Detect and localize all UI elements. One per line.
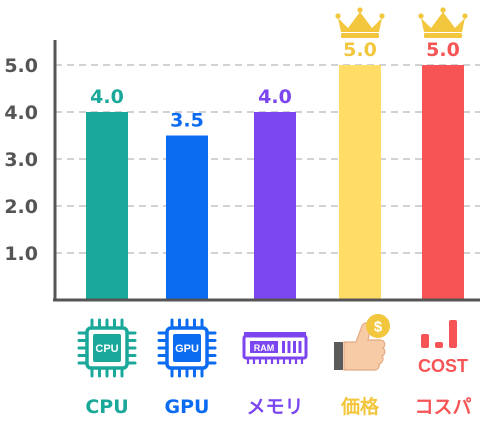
bar xyxy=(166,135,208,300)
crown-band xyxy=(341,33,379,38)
chip-die xyxy=(93,334,121,362)
ram-cell xyxy=(298,341,302,353)
bar xyxy=(339,65,381,300)
chip-label: GPU xyxy=(175,343,199,355)
ram-cell xyxy=(287,341,291,353)
cost-chart-icon: COST xyxy=(418,320,468,376)
crown-jewel xyxy=(357,7,363,13)
bar xyxy=(422,65,464,300)
ram-cell xyxy=(282,341,285,353)
category-label: GPU xyxy=(165,396,210,418)
crown-icon xyxy=(335,7,385,38)
crown-jewel xyxy=(418,13,424,19)
crown-jewel xyxy=(379,13,385,19)
y-tick-label: 1.0 xyxy=(4,243,38,265)
y-tick-label: 5.0 xyxy=(4,55,38,77)
gpu-chip-icon: GPU xyxy=(157,318,217,378)
bar xyxy=(86,112,128,300)
ram-label: RAM xyxy=(254,343,275,353)
thumb-cuff xyxy=(334,342,343,370)
cpu-chip-icon: CPU xyxy=(77,318,137,378)
crown-icon xyxy=(418,7,468,38)
crown-shape xyxy=(338,12,382,32)
thumbs-up-coin-icon: $ xyxy=(334,314,390,371)
bar-value-label: 5.0 xyxy=(343,39,377,61)
bar xyxy=(254,112,296,300)
bar-value-label: 4.0 xyxy=(90,86,124,108)
crown-jewel xyxy=(462,13,468,19)
cost-label: COST xyxy=(418,356,468,376)
category-label: メモリ xyxy=(246,396,303,418)
ram-chip xyxy=(250,341,278,353)
category-label: CPU xyxy=(85,396,128,418)
crown-band xyxy=(424,33,462,38)
y-tick-label: 2.0 xyxy=(4,196,38,218)
crown-shape xyxy=(421,12,465,32)
cost-bar xyxy=(435,342,443,348)
bar-value-label: 3.5 xyxy=(170,110,204,132)
y-tick-label: 4.0 xyxy=(4,102,38,124)
cost-bar xyxy=(421,334,429,348)
crown-jewel xyxy=(335,13,341,19)
bar-value-label: 5.0 xyxy=(426,39,460,61)
chip-die xyxy=(173,334,201,362)
bar-value-label: 4.0 xyxy=(258,86,292,108)
category-label: 価格 xyxy=(340,395,380,418)
ram-cell xyxy=(293,341,296,353)
chip-label: CPU xyxy=(95,343,118,355)
y-tick-label: 3.0 xyxy=(4,149,38,171)
coin xyxy=(366,314,390,338)
coin-symbol: $ xyxy=(374,319,383,336)
category-label: コスパ xyxy=(414,396,471,418)
ram-top-edge xyxy=(244,332,306,335)
cost-bar xyxy=(449,320,457,348)
crown-jewel xyxy=(440,7,446,13)
ram-module-icon: RAM xyxy=(242,332,308,364)
